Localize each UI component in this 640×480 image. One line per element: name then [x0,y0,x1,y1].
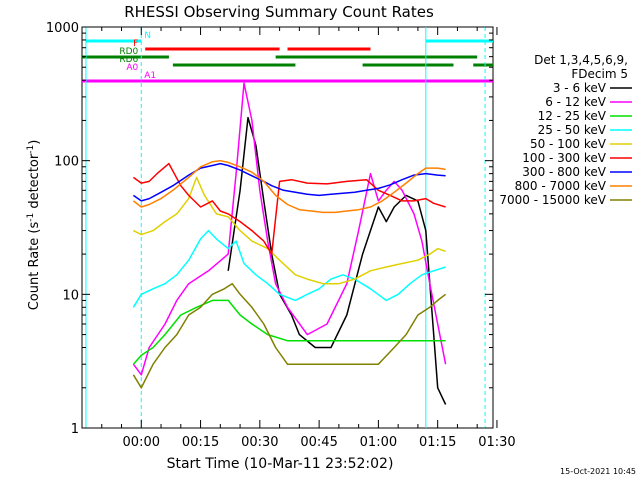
y-axis-label-mid: detector [27,153,42,213]
x-tick-label: 01:00 [360,435,397,450]
x-tick-label: 00:45 [300,435,337,450]
y-tick-label: 1000 [46,21,79,36]
series-line-3-6-kev [227,116,447,405]
legend-header-1: Det 1,3,4,5,6,9, [534,53,628,67]
flag-bar-label: RD6 [119,55,138,65]
y-axis-label: Count Rate (s-1 detector-1) [26,140,42,311]
y-axis-label-end: ) [27,140,42,145]
series-line-50-100-kev [133,176,446,285]
series-line-800-7000-kev [132,159,446,214]
series-line-300-800-kev [132,162,446,202]
flag-bar-label: RD0 [119,47,138,57]
plot-area [81,26,494,429]
series-line-6-12-kev [132,82,447,376]
x-tick-label: 01:15 [419,435,456,450]
chart-title: RHESSI Observing Summary Count Rates [124,3,434,21]
x-tick-label: 01:30 [478,435,515,450]
legend-label: 50 - 100 keV [530,137,607,151]
y-tick-label: 1 [71,422,79,437]
x-axis-label: Start Time (10-Mar-11 23:52:02) [167,456,394,472]
night-markers [85,27,486,428]
x-tick-label: 00:15 [182,435,219,450]
series-line-7000-15000-kev [132,282,447,389]
x-axis-ticks: 00:00 00:15 00:30 00:45 01:00 01:15 01:30 [101,27,516,450]
legend-label: 800 - 7000 keV [515,179,607,193]
legend-label: 300 - 800 keV [522,165,606,179]
flag-bar-label: A0 [126,63,138,73]
y-axis-ticks: 1 10 100 1000 [46,21,493,437]
y-tick-label: 100 [54,155,79,170]
y-tick-label: 10 [62,288,79,303]
footer-date: 15-Oct-2021 10:45 [560,467,636,476]
legend-label: 12 - 25 keV [538,109,607,123]
legend-header-2: FDecim 5 [571,67,628,81]
legend-label: 100 - 300 keV [522,151,606,165]
flag-bar-label: N [144,31,151,41]
x-tick-label: 00:30 [241,435,278,450]
legend-label: 7000 - 15000 keV [499,193,606,207]
series-line-12-25-kev [132,299,446,365]
y-axis-label-sup2: -1 [26,145,36,154]
legend-label: 3 - 6 keV [553,81,607,95]
y-axis-label-main: Count Rate (s [27,222,42,311]
series-line-25-50-kev [132,229,446,308]
flag-bar-label: F [133,39,138,49]
series-lines [132,82,447,405]
legend-label: 6 - 12 keV [545,95,607,109]
series-line-100-300-kev [132,162,446,255]
y-axis-label-sup1: -1 [26,213,36,222]
legend-label: 25 - 50 keV [538,123,607,137]
flag-bar-label: A1 [144,71,156,81]
x-tick-label: 00:00 [123,435,160,450]
